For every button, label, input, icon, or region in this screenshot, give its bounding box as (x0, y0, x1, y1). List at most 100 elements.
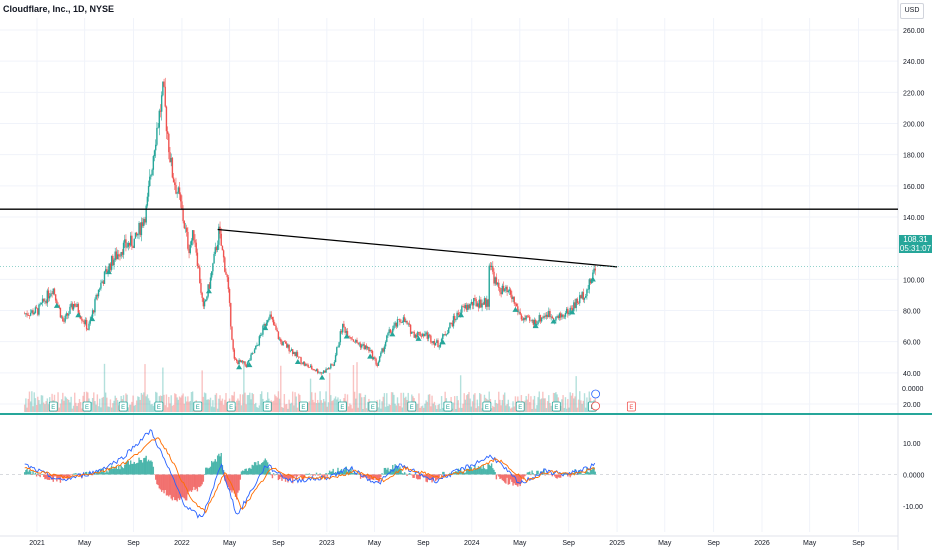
candle-body (213, 253, 215, 264)
volume-bar (474, 393, 476, 412)
macd-histogram-bar (552, 472, 555, 475)
macd-histogram-bar (71, 474, 74, 475)
macd-histogram-bar (438, 474, 440, 477)
macd-histogram-bar (132, 463, 134, 475)
candle-body (65, 313, 68, 316)
macd-histogram-bar (425, 474, 427, 482)
volume-bar (493, 407, 495, 412)
volume-bar (206, 399, 208, 412)
macd-histogram-bar (344, 468, 346, 475)
candle-body (252, 353, 255, 354)
candle-body (101, 281, 103, 283)
volume-bar (130, 404, 132, 412)
volume-bar (34, 398, 37, 412)
candle-body (149, 176, 151, 187)
earnings-icon-label: E (51, 405, 55, 411)
macd-histogram-bar (586, 467, 588, 475)
volume-bar (351, 408, 353, 412)
volume-bar (527, 393, 530, 412)
macd-histogram-bar (247, 468, 250, 475)
candle-body (138, 222, 140, 234)
candle-body (189, 244, 191, 254)
macd-histogram-bar (70, 474, 72, 475)
candle-body (571, 308, 574, 312)
volume-bar (399, 406, 401, 412)
macd-histogram-bar (400, 468, 402, 475)
volume-bar (576, 407, 579, 412)
candle-body (95, 294, 97, 300)
macd-histogram-bar (339, 471, 342, 475)
macd-histogram-bar (361, 474, 363, 475)
macd-histogram-bar (141, 462, 144, 475)
candle-body (134, 232, 137, 239)
volume-bar (532, 399, 535, 412)
candle-body (209, 277, 212, 289)
candle-body (537, 321, 539, 325)
time-tick-label: 2021 (29, 540, 45, 547)
candle-body (525, 315, 527, 320)
candle-body (266, 320, 269, 323)
volume-bar (509, 408, 512, 412)
macd-histogram-bar (151, 461, 153, 475)
pane-separator[interactable] (0, 413, 932, 415)
macd-histogram-bar (119, 469, 121, 475)
macd-histogram-bar (23, 472, 26, 475)
candle-body (127, 243, 130, 247)
candle-body (511, 294, 513, 300)
candle-body (567, 308, 569, 315)
candle-body (93, 310, 95, 313)
candle-body (315, 369, 318, 372)
candle-body (482, 303, 484, 305)
volume-bar (94, 401, 96, 412)
candle-body (321, 372, 324, 374)
volume-bar (428, 394, 431, 412)
macd-histogram-bar (286, 474, 288, 479)
candle-body (405, 321, 407, 323)
candle-body (220, 233, 222, 246)
candle-body (34, 307, 37, 313)
macd-histogram-bar (442, 471, 444, 475)
candle-body (523, 317, 525, 321)
volume-bar (582, 400, 585, 412)
candle-body (69, 306, 71, 314)
macd-histogram-bar (172, 474, 175, 498)
candle-body (60, 316, 63, 318)
candle-body (580, 295, 582, 299)
candle-body (85, 319, 88, 330)
macd-histogram-bar (319, 473, 321, 475)
candle-body (593, 268, 595, 273)
volume-bar (281, 407, 283, 412)
macd-histogram-bar (74, 473, 76, 475)
earnings-icon (482, 401, 492, 412)
volume-bar (41, 395, 44, 412)
currency-button[interactable]: USD (900, 3, 924, 19)
candle-body (363, 344, 365, 350)
macd-histogram-bar (383, 467, 386, 475)
volume-bar (507, 399, 509, 412)
macd-histogram-bar (180, 474, 182, 499)
macd-histogram-bar (312, 474, 314, 477)
candle-body (501, 285, 504, 295)
macd-histogram-bar (508, 474, 511, 485)
signal-triangle (105, 269, 112, 275)
macd-histogram-bar (369, 474, 371, 481)
candle-body (168, 133, 170, 153)
candle-body (205, 299, 207, 302)
candle-body (246, 362, 249, 367)
macd-histogram-bar (112, 468, 114, 475)
volume-bar (353, 391, 356, 412)
volume-bar (314, 392, 317, 412)
candle-body (313, 369, 315, 371)
macd-histogram-bar (246, 470, 249, 475)
signal-triangle (367, 353, 374, 359)
volume-bar (259, 394, 262, 412)
price-tick-label: 80.00 (903, 309, 921, 316)
candle-body (281, 341, 283, 346)
candle-body (79, 316, 82, 319)
macd-histogram-bar (85, 471, 88, 475)
macd-histogram-bar (244, 468, 246, 475)
macd-histogram-bar (509, 474, 512, 480)
candle-body (50, 293, 52, 297)
candle-body (436, 340, 438, 343)
